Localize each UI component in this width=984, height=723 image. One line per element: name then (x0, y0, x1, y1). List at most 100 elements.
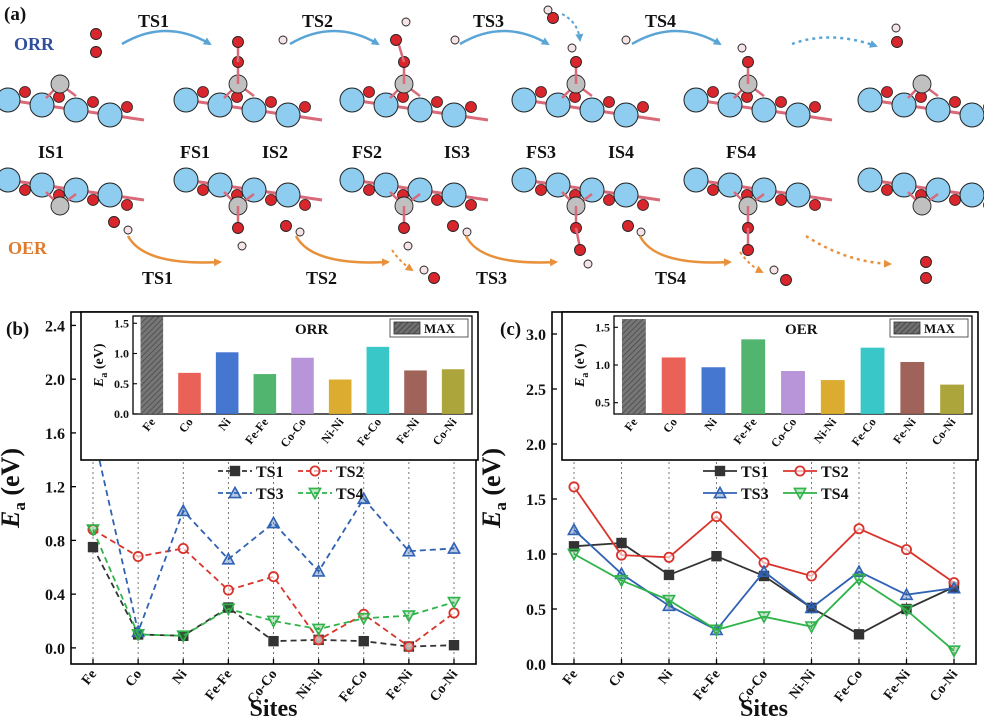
inset-legend-label: MAX (424, 321, 456, 336)
panel-a-schematic: (a) ORR OER TS1 TS2 TS3 TS4 IS1 FS1 IS2 … (0, 4, 984, 288)
data-point-ts4 (311, 623, 326, 637)
x-tick-label: Fe (560, 667, 581, 688)
x-axis-title: Sites (250, 696, 298, 722)
metal-atom (207, 92, 233, 118)
orr-ts3-label: TS3 (473, 11, 504, 31)
oer-ts2-label: TS2 (306, 268, 337, 288)
metal-atom (275, 102, 301, 128)
metal-atom (241, 177, 267, 203)
y-axis-title: Ea (eV) (0, 448, 29, 529)
legend-marker (309, 465, 321, 477)
oxygen-atom (535, 86, 547, 98)
orr-ts2-label: TS2 (302, 11, 333, 31)
metal-atom (373, 172, 399, 198)
data-point-ts3 (567, 522, 581, 536)
data-point-ts2 (853, 523, 865, 535)
oxygen-atom (232, 36, 244, 48)
metal-atom (339, 167, 365, 193)
y-tick-label: 0.8 (45, 533, 65, 550)
data-point-ts4 (131, 629, 146, 642)
series-line-ts4 (92, 529, 455, 637)
x-tick-label: Fe-Fe (203, 667, 236, 703)
reaction-labels: TS1 TS2 TS3 TS4 IS1 FS1 IS2 FS2 IS3 FS3 … (38, 11, 756, 288)
data-point-ts1 (711, 550, 722, 562)
y-axis-subscript: a (10, 502, 29, 511)
inset-y-unit: (eV) (92, 343, 107, 372)
data-point-ts3 (266, 515, 281, 529)
oxygen-atom (809, 101, 821, 113)
oer-ts3-label: TS3 (476, 268, 507, 288)
oxygen-atom (637, 101, 649, 113)
metal-atom (441, 102, 467, 128)
oxygen-atom (622, 220, 634, 232)
hydrogen-atom (450, 35, 460, 45)
orr-arrow (121, 29, 212, 46)
oxygen-atom (949, 194, 961, 206)
data-point-ts4 (266, 615, 281, 629)
inset-bar-co-ni (441, 369, 465, 414)
oxygen-atom (108, 216, 120, 228)
data-point-ts2 (222, 584, 234, 596)
data-point-ts4 (176, 630, 191, 644)
inset-bar-ni (215, 352, 239, 414)
data-point-ts4 (86, 524, 100, 537)
metal-atom (959, 102, 984, 128)
metal-atom (717, 172, 743, 198)
data-point-ts1 (663, 569, 675, 581)
oxygen-atom (535, 184, 547, 196)
oer-dotted-arrow (391, 249, 414, 272)
oxygen-atom (891, 36, 903, 48)
y-axis-title: Ea (eV) (477, 448, 510, 529)
oxygen-atom (390, 34, 402, 46)
metal-atom (785, 182, 811, 208)
inset-bar-co-ni (940, 384, 965, 414)
metal-atom (63, 177, 89, 203)
data-point-ts1 (616, 537, 627, 549)
data-point-ts3 (401, 543, 416, 557)
legend-label-ts3: TS3 (256, 486, 284, 503)
state-fs3: FS3 (526, 142, 556, 162)
oxygen-atom (707, 86, 719, 98)
metal-atom (925, 177, 951, 203)
y-tick-label: 0.0 (526, 657, 546, 674)
hydrogen-atom (891, 23, 901, 33)
data-point-ts3 (757, 564, 771, 577)
oxygen-atom (465, 199, 477, 211)
legend-label-ts1: TS1 (741, 464, 769, 481)
y-tick-label: 0.4 (45, 587, 65, 604)
panel-c-label: (c) (500, 319, 521, 340)
data-point-ts4 (899, 604, 914, 618)
data-point-ts4 (614, 575, 629, 588)
oxygen-atom (232, 222, 244, 234)
legend-marker (794, 465, 806, 477)
oxygen-atom (881, 86, 893, 98)
data-point-ts2 (267, 571, 279, 583)
metal-atom (857, 87, 883, 113)
inset-y-tick-label: 1.0 (114, 347, 129, 361)
data-point-ts1 (568, 541, 580, 552)
metal-atom (29, 172, 55, 198)
metal-atom (207, 172, 233, 198)
data-point-ts2 (403, 641, 415, 653)
inset-legend-swatch (893, 321, 921, 335)
panel-c-oer-chart: (c) 0.00.51.01.52.02.53.0Fe Co Ni Fe-Fe Co-C… (477, 311, 979, 722)
x-tick-label: Ni-Ni (294, 667, 326, 702)
y-tick-label: 1.6 (45, 426, 65, 443)
data-point-ts4 (221, 603, 236, 617)
oxygen-atom (465, 101, 477, 113)
inset-y-tick-label: 0.5 (114, 377, 129, 391)
catalyst-sheet (511, 167, 661, 211)
data-point-ts1 (853, 629, 865, 640)
data-point-ts2 (711, 511, 723, 523)
oxygen-atom (881, 184, 893, 196)
oxygen-atom (775, 96, 787, 108)
legend-marker (713, 485, 727, 499)
oer-arrow (638, 235, 732, 267)
oxygen-atom (574, 244, 586, 256)
oer-ts1-label: TS1 (142, 268, 173, 288)
oxygen-atom (197, 86, 209, 98)
oxygen-atom (19, 86, 31, 98)
inset-bar-ni-ni (328, 379, 352, 414)
metal-atom (751, 97, 777, 123)
molecular-structures (0, 5, 984, 286)
